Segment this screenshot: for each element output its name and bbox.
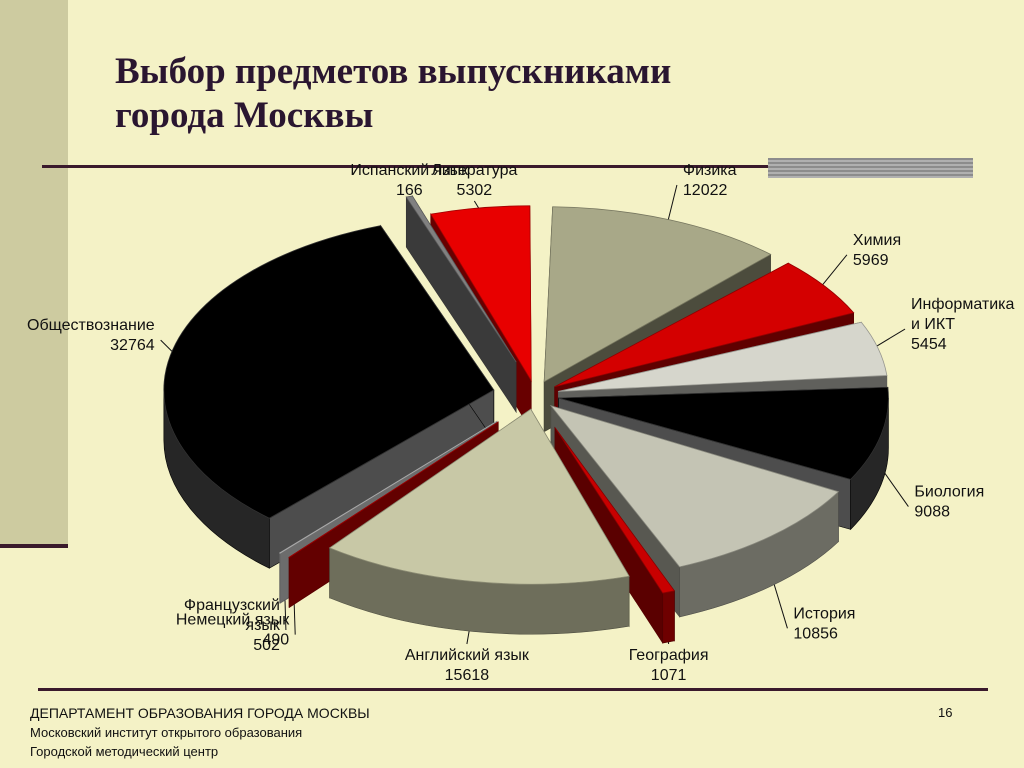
pie-slice-top-face bbox=[543, 206, 772, 383]
slide-title-line-1: Выбор предметов выпускниками bbox=[115, 51, 672, 92]
footer-department: ДЕПАРТАМЕНТ ОБРАЗОВАНИЯ ГОРОДА МОСКВЫ bbox=[30, 705, 370, 721]
pie-slice-обществознание bbox=[163, 224, 495, 569]
data-label-value: 502 bbox=[253, 637, 280, 654]
data-label-value: 166 bbox=[396, 182, 423, 199]
slide-title: Выбор предметов выпускниками города Моск… bbox=[115, 50, 671, 138]
data-label-name: Биология bbox=[914, 484, 984, 501]
accent-bar bbox=[768, 158, 973, 178]
slide-title-line-2: города Москвы bbox=[115, 95, 374, 136]
data-label-name: Английский язык bbox=[405, 647, 530, 664]
data-label-обществознание: Обществознание 32764 bbox=[27, 317, 155, 354]
data-label-история: История 10856 bbox=[793, 605, 855, 642]
data-label-химия: Химия 5969 bbox=[853, 232, 901, 269]
pie-slice-top-face bbox=[430, 205, 532, 383]
data-label-value: 1071 bbox=[651, 667, 687, 684]
title-rule bbox=[42, 165, 972, 168]
pie-slice-испанский-язык bbox=[405, 194, 517, 414]
data-label-физика: Физика 12022 bbox=[683, 162, 737, 199]
leader-line-химия bbox=[819, 254, 848, 289]
pie-slice-top-face bbox=[278, 420, 498, 554]
data-label-французский-язык: Французский язык 502 bbox=[184, 597, 281, 654]
footer-center: Городской методический центр bbox=[30, 744, 219, 759]
data-label-value: 490 bbox=[263, 632, 290, 649]
leader-line-физика bbox=[666, 184, 678, 224]
data-label-name: Физика bbox=[683, 162, 737, 179]
data-label-value: 12022 bbox=[683, 182, 728, 199]
data-label-value: 32764 bbox=[110, 337, 155, 354]
data-label-английский-язык: Английский язык 15618 bbox=[405, 647, 530, 684]
page-number: 16 bbox=[938, 705, 953, 720]
pie-slice-английский-язык bbox=[328, 408, 630, 635]
pie-slice-география bbox=[554, 426, 676, 645]
pie-slice-top-face bbox=[328, 408, 630, 585]
data-label-name: Немецкий язык bbox=[176, 612, 290, 629]
footer: ДЕПАРТАМЕНТ ОБРАЗОВАНИЯ ГОРОДА МОСКВЫ Мо… bbox=[30, 704, 370, 761]
data-label-value: 5302 bbox=[457, 182, 493, 199]
data-label-география: География 1071 bbox=[629, 647, 709, 684]
left-decor-tick bbox=[0, 544, 68, 548]
data-label-name: и ИКТ bbox=[911, 316, 955, 333]
data-label-информатика-и-икт: Информатика и ИКТ 5454 bbox=[911, 296, 1014, 353]
data-label-value: 5969 bbox=[853, 252, 889, 269]
pie-slices bbox=[163, 194, 889, 645]
data-label-value: 9088 bbox=[914, 504, 950, 521]
data-label-name: язык bbox=[245, 617, 281, 634]
data-label-value: 15618 bbox=[445, 667, 490, 684]
left-decor-band bbox=[0, 0, 68, 548]
data-label-value: 5454 bbox=[911, 336, 947, 353]
data-label-name: Химия bbox=[853, 232, 901, 249]
pie-slice-rim-1 bbox=[662, 590, 675, 644]
slice-labels: Физика 12022 Химия 5969 Информатика и ИКТ 5454… bbox=[27, 162, 1014, 684]
data-label-name: Обществознание bbox=[27, 317, 155, 334]
pie-slice-top-face bbox=[549, 404, 840, 568]
data-label-литература: Литература 5302 bbox=[431, 162, 517, 199]
footer-rule bbox=[38, 688, 988, 691]
data-label-value: 10856 bbox=[793, 625, 838, 642]
data-label-испанский-язык: Испанский язык 166 bbox=[350, 162, 469, 199]
data-label-name: Информатика bbox=[911, 296, 1014, 313]
data-label-name: География bbox=[629, 647, 709, 664]
data-label-name: История bbox=[793, 605, 855, 622]
data-label-name: Испанский язык bbox=[350, 162, 469, 179]
pie-slice-top-face bbox=[554, 262, 855, 388]
pie-slice-top-face bbox=[288, 421, 499, 558]
pie-slice-top-face bbox=[558, 386, 889, 480]
pie-slice-top-face bbox=[405, 195, 517, 363]
pie-slice-top-face bbox=[558, 321, 888, 392]
data-label-name: Французский bbox=[184, 597, 280, 614]
data-label-биология: Биология 9088 bbox=[914, 484, 984, 521]
data-label-немецкий-язык: Немецкий язык 490 bbox=[176, 612, 290, 649]
data-label-name: Литература bbox=[431, 162, 517, 179]
pie-slice-top-face bbox=[554, 427, 676, 594]
pie-slice-top-face bbox=[163, 225, 495, 519]
footer-institute: Московский институт открытого образовани… bbox=[30, 725, 303, 740]
